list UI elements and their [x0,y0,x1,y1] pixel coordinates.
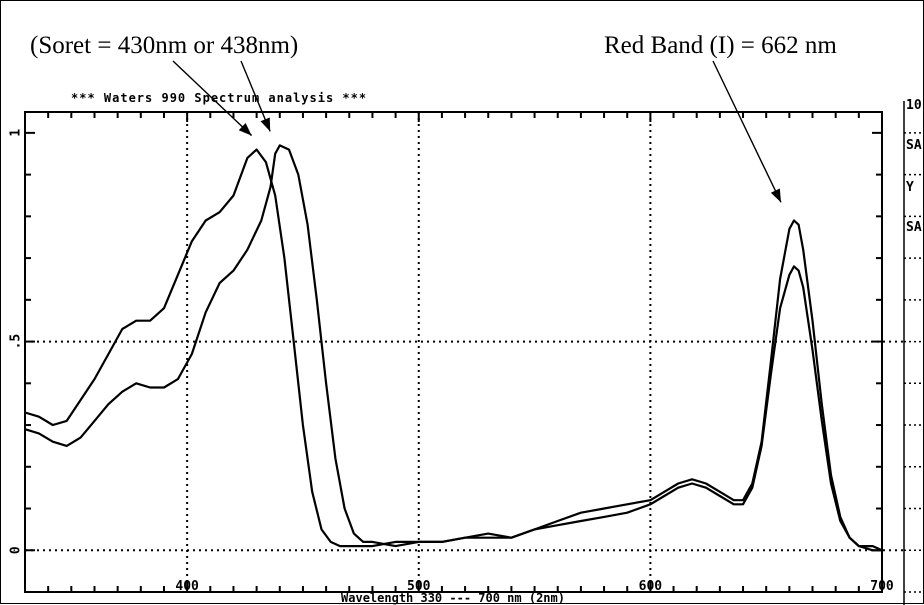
x-axis-label: Wavelength 330 --- 700 nm (2nm) [341,591,565,605]
red-band-annotation: Red Band (I) = 662 nm [604,32,837,59]
right-panel: 10 SA Y SA [906,98,922,235]
right-panel-fragment-3: Y [906,180,914,195]
red-arrow-head [770,188,781,203]
y-tick-label-0: 0 [9,546,24,554]
right-panel-fragment-1: 10 [906,98,922,113]
soret-arrow-line [172,60,253,137]
series-group [24,144,883,552]
soret-arrow-head [238,122,252,136]
y-tick-label-1: 1 [9,129,24,137]
axis-ticks: 400 500 600 700 0 .5 1 [9,112,921,594]
annotation-arrows [172,60,782,203]
plot-area-frame [24,111,883,593]
x-tick-label-500: 500 [407,579,431,594]
soret-annotation: (Soret = 430nm or 438nm) [30,32,298,59]
y-tick-label-0_5: .5 [9,334,24,350]
chart-header: *** Waters 990 Spectrum analysis *** [71,91,367,105]
red-arrow-line [712,60,782,203]
soret-arrow-head [260,117,271,132]
right-panel-fragment-4: SA [906,220,922,235]
right-panel-fragment-2: SA [906,138,922,153]
series-line-2 [24,144,882,552]
grid-lines [25,112,904,592]
x-tick-label-700: 700 [870,579,894,594]
x-tick-label-600: 600 [639,579,663,594]
series-line-1 [24,148,883,552]
x-tick-label-400: 400 [175,579,199,594]
